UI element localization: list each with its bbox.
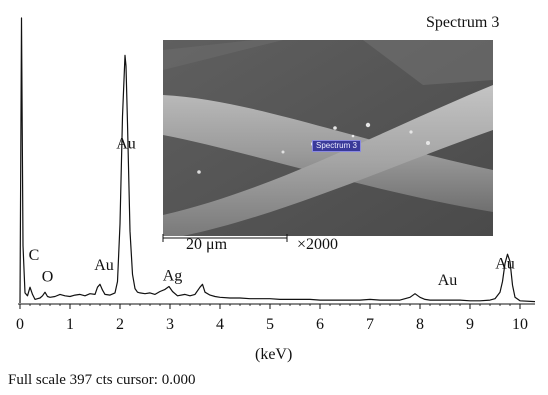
peak-label: Au — [495, 256, 515, 273]
x-tick-label: 9 — [466, 316, 474, 333]
x-tick-label: 0 — [16, 316, 24, 333]
peak-label: Au — [438, 272, 458, 289]
x-tick-label: 6 — [316, 316, 324, 333]
x-tick-label: 2 — [116, 316, 124, 333]
peak-label-layer: CO Au Au Ag Au Au — [29, 136, 515, 289]
spectrum-line — [19, 17, 536, 304]
peak-label: O — [42, 268, 54, 285]
chart-title: Spectrum 3 — [426, 14, 500, 31]
peak-label: Au — [116, 136, 136, 153]
x-tick-label: 4 — [216, 316, 224, 333]
footer-status: Full scale 397 cts cursor: 0.000 — [8, 372, 196, 388]
x-tick-label: 3 — [166, 316, 174, 333]
x-tick-label: 1 — [66, 316, 74, 333]
sem-micrograph-drawing — [163, 40, 493, 236]
x-tick-label: 10 — [512, 316, 528, 333]
sem-spectrum-marker: Spectrum 3 — [312, 140, 361, 152]
peak-label: Au — [94, 257, 114, 274]
x-tick-label: 7 — [366, 316, 374, 333]
peak-label: Ag — [163, 268, 183, 285]
axis-layer: 0 1 2 3 4 5 6 7 8 9 10 — [16, 303, 535, 333]
scale-bar-label: 20 μm — [186, 236, 228, 253]
x-tick-label: 8 — [416, 316, 424, 333]
x-tick-label: 5 — [266, 316, 274, 333]
sem-micrograph — [163, 40, 493, 236]
series-layer — [19, 17, 536, 304]
peak-label: C — [29, 247, 40, 264]
x-axis-label: (keV) — [255, 346, 293, 363]
magnification-label: ×2000 — [297, 236, 339, 253]
